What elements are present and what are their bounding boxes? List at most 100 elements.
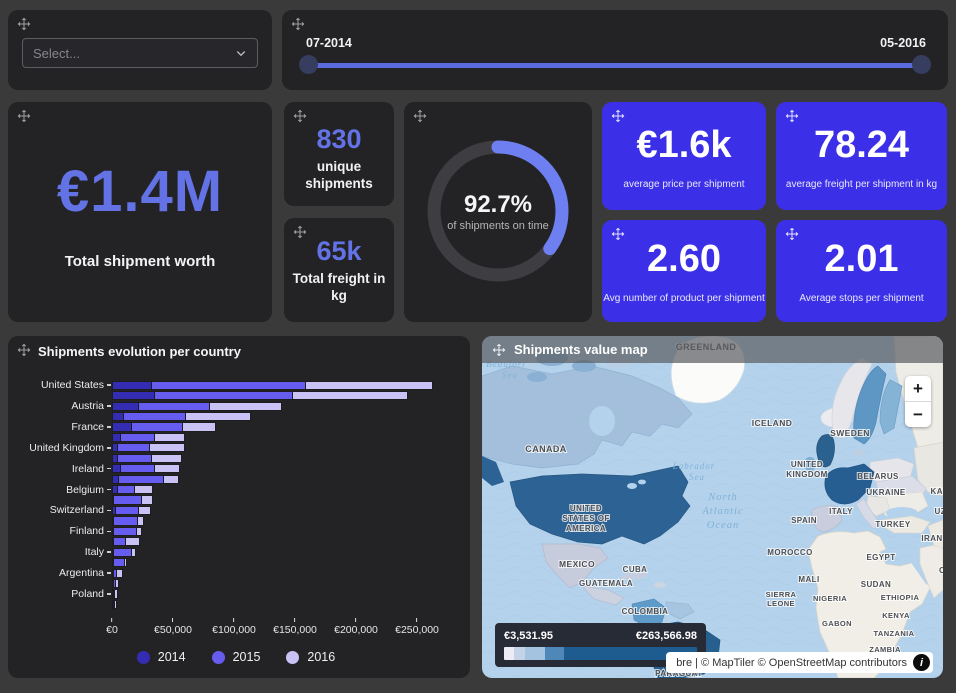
bar-segment-2016[interactable] bbox=[209, 401, 282, 411]
info-icon[interactable]: i bbox=[913, 654, 930, 671]
range-slider-handle-start[interactable] bbox=[299, 55, 318, 74]
stacked-bar[interactable] bbox=[112, 401, 464, 411]
stacked-bar[interactable] bbox=[112, 589, 464, 599]
drag-handle-icon[interactable] bbox=[785, 227, 799, 241]
bar-segment-2016[interactable] bbox=[137, 516, 144, 526]
bar-segment-2016[interactable] bbox=[154, 464, 181, 474]
stacked-bar[interactable] bbox=[112, 432, 464, 442]
bar-segment-2015[interactable] bbox=[114, 526, 138, 536]
legend-item-2015[interactable]: 2015 bbox=[211, 650, 260, 664]
bar-segment-2015[interactable] bbox=[115, 505, 139, 516]
drag-handle-icon[interactable] bbox=[291, 17, 305, 31]
stacked-bar[interactable] bbox=[112, 568, 464, 578]
stacked-bar[interactable] bbox=[112, 526, 464, 536]
bar-segment-2014[interactable] bbox=[112, 599, 114, 609]
bar-segment-2014[interactable] bbox=[112, 485, 119, 495]
bar-segment-2014[interactable] bbox=[112, 401, 139, 411]
stacked-bar[interactable] bbox=[112, 495, 464, 505]
bar-segment-2014[interactable] bbox=[112, 558, 114, 568]
bar-segment-2014[interactable] bbox=[112, 380, 153, 390]
bar-segment-2014[interactable] bbox=[112, 537, 114, 547]
bar-segment-2015[interactable] bbox=[114, 568, 117, 578]
stacked-bar[interactable] bbox=[112, 599, 464, 609]
bar-segment-2016[interactable] bbox=[115, 578, 120, 589]
drag-handle-icon[interactable] bbox=[611, 109, 625, 123]
bar-segment-2014[interactable] bbox=[112, 391, 155, 401]
country-select[interactable]: Select... bbox=[22, 38, 258, 68]
bar-segment-2014[interactable] bbox=[112, 474, 120, 484]
bar-segment-2016[interactable] bbox=[132, 547, 136, 557]
bar-segment-2014[interactable] bbox=[112, 547, 114, 557]
stacked-bar[interactable] bbox=[112, 474, 464, 484]
bar-segment-2016[interactable] bbox=[164, 474, 179, 484]
bar-segment-2015[interactable] bbox=[154, 391, 293, 401]
bar-segment-2014[interactable] bbox=[112, 495, 115, 505]
bar-segment-2014[interactable] bbox=[112, 505, 116, 516]
drag-handle-icon[interactable] bbox=[293, 109, 307, 123]
stacked-bar[interactable] bbox=[112, 516, 464, 526]
bar-segment-2016[interactable] bbox=[138, 505, 152, 516]
bar-segment-2014[interactable] bbox=[112, 464, 121, 474]
drag-handle-icon[interactable] bbox=[611, 227, 625, 241]
drag-handle-icon[interactable] bbox=[17, 17, 31, 31]
bar-segment-2016[interactable] bbox=[126, 537, 140, 547]
bar-segment-2015[interactable] bbox=[131, 422, 183, 432]
stacked-bar[interactable] bbox=[112, 443, 464, 453]
bar-segment-2014[interactable] bbox=[112, 411, 125, 422]
bar-segment-2016[interactable] bbox=[135, 485, 154, 495]
stacked-bar[interactable] bbox=[112, 391, 464, 401]
bar-segment-2015[interactable] bbox=[114, 578, 116, 589]
bar-segment-2015[interactable] bbox=[120, 464, 155, 474]
bar-segment-2015[interactable] bbox=[114, 537, 127, 547]
stacked-bar[interactable] bbox=[112, 537, 464, 547]
stacked-bar[interactable] bbox=[112, 453, 464, 463]
bar-segment-2016[interactable] bbox=[149, 443, 186, 453]
bar-segment-2015[interactable] bbox=[114, 547, 133, 557]
bar-segment-2016[interactable] bbox=[142, 495, 154, 505]
bar-segment-2015[interactable] bbox=[118, 443, 150, 453]
bar-segment-2015[interactable] bbox=[118, 485, 136, 495]
stacked-bar[interactable] bbox=[112, 485, 464, 495]
bar-segment-2015[interactable] bbox=[120, 432, 155, 442]
bar-segment-2014[interactable] bbox=[112, 578, 114, 589]
bar-segment-2015[interactable] bbox=[124, 411, 187, 422]
drag-handle-icon[interactable] bbox=[17, 109, 31, 123]
bar-segment-2015[interactable] bbox=[118, 453, 153, 463]
bar-segment-2015[interactable] bbox=[114, 558, 125, 568]
stacked-bar[interactable] bbox=[112, 380, 464, 390]
drag-handle-icon[interactable] bbox=[293, 225, 307, 239]
bar-segment-2016[interactable] bbox=[305, 380, 433, 390]
bar-segment-2015[interactable] bbox=[114, 495, 143, 505]
bar-segment-2014[interactable] bbox=[112, 568, 114, 578]
stacked-bar[interactable] bbox=[112, 558, 464, 568]
stacked-bar[interactable] bbox=[112, 411, 464, 422]
bar-segment-2014[interactable] bbox=[112, 453, 119, 463]
drag-handle-icon[interactable] bbox=[413, 109, 427, 123]
bar-segment-2016[interactable] bbox=[292, 391, 409, 401]
bar-segment-2015[interactable] bbox=[119, 474, 165, 484]
stacked-bar[interactable] bbox=[112, 505, 464, 516]
stacked-bar[interactable] bbox=[112, 422, 464, 432]
zoom-in-button[interactable]: + bbox=[913, 378, 923, 398]
world-map[interactable]: BeaufortSeaLabradorSeaNorthAtlanticOcean… bbox=[482, 336, 943, 678]
bar-segment-2015[interactable] bbox=[114, 599, 115, 609]
bar-segment-2016[interactable] bbox=[154, 432, 186, 442]
bar-segment-2016[interactable] bbox=[152, 453, 182, 463]
bar-segment-2014[interactable] bbox=[112, 516, 115, 526]
legend-item-2014[interactable]: 2014 bbox=[136, 650, 186, 664]
bar-segment-2015[interactable] bbox=[114, 516, 138, 526]
drag-handle-icon[interactable] bbox=[785, 109, 799, 123]
bar-segment-2014[interactable] bbox=[112, 526, 114, 536]
stacked-bar[interactable] bbox=[112, 464, 464, 474]
stacked-bar[interactable] bbox=[112, 578, 464, 589]
bar-segment-2015[interactable] bbox=[152, 380, 306, 390]
bar-segment-2014[interactable] bbox=[112, 443, 119, 453]
bar-segment-2016[interactable] bbox=[182, 422, 216, 432]
bar-segment-2014[interactable] bbox=[112, 422, 132, 432]
range-slider-track[interactable] bbox=[308, 63, 922, 68]
drag-handle-icon[interactable] bbox=[492, 343, 506, 357]
bar-segment-2015[interactable] bbox=[114, 589, 116, 599]
bar-segment-2015[interactable] bbox=[138, 401, 210, 411]
bar-segment-2014[interactable] bbox=[112, 589, 114, 599]
range-slider-handle-end[interactable] bbox=[912, 55, 931, 74]
